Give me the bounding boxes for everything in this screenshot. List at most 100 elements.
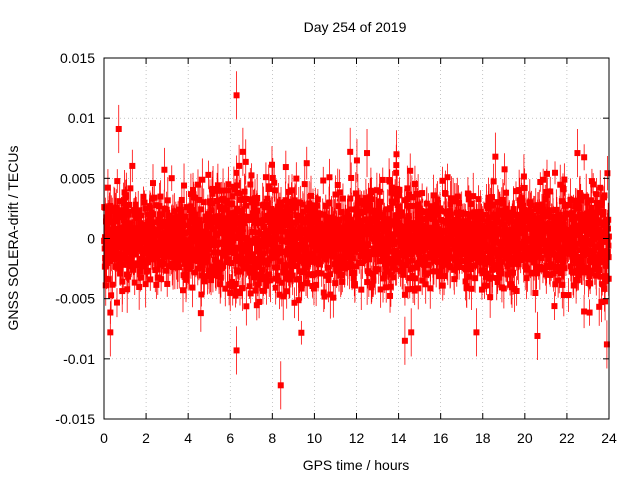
data-point [225, 187, 232, 194]
data-point [198, 291, 205, 298]
data-point [366, 229, 373, 236]
data-point [390, 274, 397, 281]
data-point [221, 225, 228, 232]
data-point [251, 207, 258, 214]
data-point [232, 250, 239, 257]
data-point [365, 242, 372, 249]
data-point [183, 204, 190, 211]
data-point [126, 263, 133, 270]
data-point [378, 242, 385, 249]
data-point [252, 287, 259, 294]
data-point [485, 233, 492, 240]
data-point [165, 263, 172, 270]
data-point [203, 223, 210, 230]
data-point [102, 255, 109, 262]
data-point [313, 281, 320, 288]
data-point [234, 182, 241, 189]
data-point [121, 220, 128, 227]
data-point [480, 255, 487, 262]
data-point [453, 253, 460, 260]
data-point [369, 281, 376, 288]
data-point [289, 187, 296, 194]
data-point [441, 261, 448, 268]
data-point [335, 254, 342, 261]
data-point [347, 220, 354, 227]
data-point [414, 201, 421, 208]
data-point [288, 223, 295, 230]
data-point [323, 217, 330, 224]
data-point [142, 205, 149, 212]
data-point [196, 196, 203, 203]
data-point [287, 234, 294, 241]
data-point [290, 257, 297, 264]
data-point [443, 219, 450, 226]
data-point [424, 270, 431, 277]
data-point [125, 223, 132, 230]
data-point [339, 278, 346, 285]
data-point [405, 245, 412, 252]
data-point [421, 259, 428, 266]
data-point [307, 255, 314, 262]
data-point [475, 196, 482, 203]
data-point [421, 236, 428, 243]
data-point [323, 256, 330, 263]
data-point [129, 162, 136, 169]
data-point [312, 219, 319, 226]
data-point [250, 203, 257, 210]
data-point [379, 246, 386, 253]
data-point [480, 211, 487, 218]
data-point [436, 237, 443, 244]
data-point [220, 220, 227, 227]
data-point [174, 259, 181, 266]
data-point [341, 265, 348, 272]
data-point [249, 251, 256, 258]
data-point [488, 194, 495, 201]
data-point [300, 208, 307, 215]
data-point [464, 190, 471, 197]
data-point [269, 235, 276, 242]
data-point [144, 267, 151, 274]
data-point [229, 241, 236, 248]
data-point [385, 248, 392, 255]
data-point [119, 288, 126, 295]
data-point [396, 259, 403, 266]
data-point [187, 263, 194, 270]
data-point [390, 218, 397, 225]
data-point [437, 207, 444, 214]
data-point [209, 190, 216, 197]
data-point [136, 283, 143, 290]
data-point [398, 209, 405, 216]
data-point [266, 234, 273, 241]
data-point [221, 215, 228, 222]
data-point [216, 217, 223, 224]
data-point [411, 264, 418, 271]
data-point [243, 303, 250, 310]
data-point [484, 255, 491, 262]
data-point [107, 309, 114, 316]
data-point [264, 195, 271, 202]
data-point [367, 248, 374, 255]
data-point [243, 202, 250, 209]
data-point [347, 195, 354, 202]
data-point [342, 247, 349, 254]
data-point [267, 277, 274, 284]
data-point [131, 279, 138, 286]
data-point [151, 232, 158, 239]
data-point [298, 329, 305, 336]
data-point [225, 181, 232, 188]
data-point [456, 263, 463, 270]
data-point [458, 209, 465, 216]
data-point [439, 282, 446, 289]
data-point [402, 225, 409, 232]
data-point [208, 207, 215, 214]
data-point [465, 196, 472, 203]
data-point [391, 247, 398, 254]
data-point [161, 232, 168, 239]
data-point [242, 158, 249, 165]
data-point [235, 268, 242, 275]
data-point [151, 194, 158, 201]
data-point [439, 177, 446, 184]
data-point [392, 266, 399, 273]
data-point [266, 211, 273, 218]
data-point [142, 281, 149, 288]
